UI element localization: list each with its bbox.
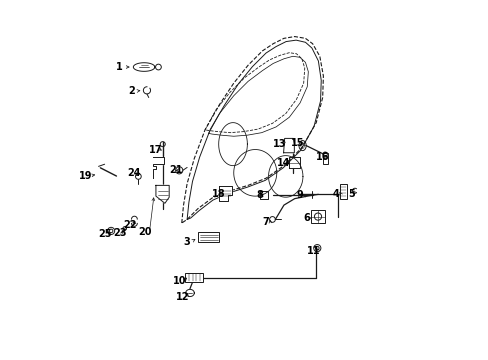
Text: 1: 1: [116, 62, 123, 72]
Polygon shape: [283, 138, 294, 153]
Text: 3: 3: [183, 237, 190, 247]
Text: 18: 18: [211, 189, 224, 199]
Text: 25: 25: [99, 229, 112, 239]
Text: 8: 8: [256, 190, 263, 200]
Text: 12: 12: [176, 292, 189, 302]
Polygon shape: [153, 157, 164, 178]
Bar: [310, 210, 324, 224]
Polygon shape: [156, 185, 169, 203]
Bar: [198, 232, 219, 242]
Text: 14: 14: [276, 158, 289, 168]
Polygon shape: [133, 63, 155, 71]
Text: 20: 20: [138, 227, 152, 237]
Polygon shape: [219, 186, 232, 201]
Text: 13: 13: [272, 139, 286, 149]
Text: 6: 6: [303, 213, 309, 223]
Bar: [185, 273, 203, 282]
Text: 16: 16: [315, 152, 329, 162]
Text: 2: 2: [128, 86, 135, 96]
Bar: [339, 184, 346, 199]
Text: 7: 7: [262, 217, 269, 227]
Text: 15: 15: [290, 138, 304, 148]
Text: 9: 9: [296, 190, 303, 200]
Text: 11: 11: [306, 246, 320, 256]
Text: 4: 4: [332, 189, 339, 199]
Bar: [322, 153, 327, 164]
Text: 5: 5: [347, 189, 354, 199]
Text: 22: 22: [123, 220, 137, 230]
Text: 19: 19: [79, 171, 92, 181]
Text: 21: 21: [169, 165, 183, 175]
Text: 24: 24: [127, 168, 141, 178]
Text: 10: 10: [172, 276, 185, 286]
Text: 17: 17: [149, 144, 163, 154]
Text: 23: 23: [113, 228, 126, 238]
